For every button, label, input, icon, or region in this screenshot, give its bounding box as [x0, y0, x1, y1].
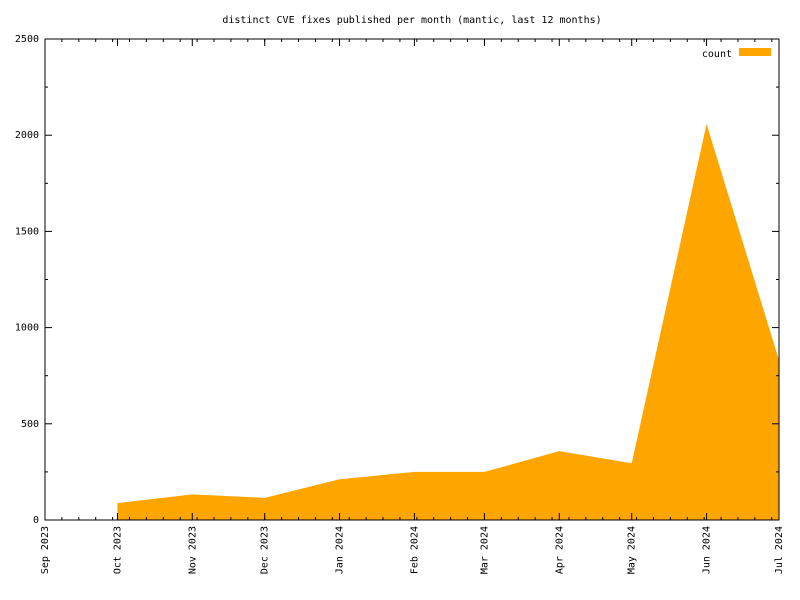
x-tick-label: Jul 2024	[774, 526, 785, 574]
chart-title: distinct CVE fixes published per month (…	[222, 15, 601, 26]
y-tick-label: 2000	[15, 130, 39, 141]
y-tick-label: 500	[21, 419, 39, 430]
x-axis: Sep 2023 Oct 2023 Nov 2023 Dec 2023 Jan 2024…	[40, 39, 785, 574]
x-tick-label: Sep 2023	[40, 526, 51, 574]
x-tick-label: Apr 2024	[554, 526, 565, 574]
x-tick-label: Mar 2024	[479, 526, 490, 574]
y-tick-label: 1000	[15, 323, 39, 334]
x-tick-label: Feb 2024	[409, 526, 420, 574]
y-tick-label: 2500	[15, 34, 39, 45]
x-tick-label: Oct 2023	[112, 526, 123, 574]
area-count	[117, 124, 780, 520]
legend-swatch	[739, 48, 771, 56]
x-tick-label: Jan 2024	[335, 526, 346, 574]
x-tick-label: Jun 2024	[702, 526, 713, 574]
y-axis: 0 500 1000 1500 2000 2500	[15, 34, 779, 526]
x-tick-label: Nov 2023	[187, 526, 198, 574]
area-layer	[117, 124, 780, 520]
legend-label: count	[702, 49, 732, 60]
legend: count	[702, 48, 771, 60]
x-tick-label: Dec 2023	[260, 526, 271, 574]
y-tick-label: 0	[33, 515, 39, 526]
x-tick-label: May 2024	[627, 526, 638, 574]
y-tick-label: 1500	[15, 226, 39, 237]
